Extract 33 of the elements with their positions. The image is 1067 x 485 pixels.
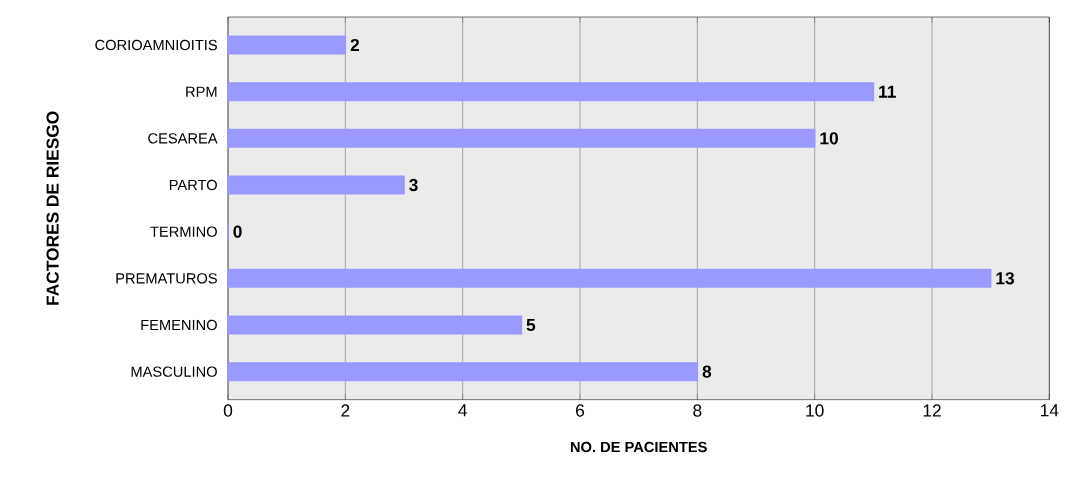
bar	[227, 128, 816, 148]
bar	[227, 268, 992, 288]
y-tick-label: CORIOAMNIOITIS	[95, 39, 217, 51]
bar	[227, 362, 699, 382]
data-label: 11	[879, 85, 896, 98]
bar	[227, 82, 875, 102]
y-tick-label: RPM	[186, 86, 217, 97]
y-tick-label: TERMINO	[150, 226, 217, 237]
y-axis-title: FACTORES DE RIESGO	[46, 111, 59, 305]
bar	[227, 175, 405, 195]
x-tick-label: 12	[923, 404, 941, 417]
data-label: 0	[233, 225, 242, 238]
y-tick-label: PREMATUROS	[116, 273, 217, 284]
y-tick-label: PARTO	[169, 179, 217, 191]
y-tick-label: CESAREA	[148, 133, 218, 144]
data-label: 8	[702, 365, 712, 378]
data-label: 10	[820, 132, 838, 145]
x-tick-label: 2	[341, 404, 350, 417]
y-tick-label: MASCULINO	[131, 366, 217, 377]
y-tick-label: FEMENINO	[141, 319, 217, 331]
data-label: 3	[409, 178, 418, 192]
bar	[227, 35, 347, 55]
x-axis-title: NO. DE PACIENTES	[570, 441, 707, 453]
x-tick-label: 14	[1041, 404, 1059, 417]
bar	[227, 315, 523, 335]
x-tick-label: 10	[806, 404, 824, 417]
x-tick-label: 0	[223, 404, 233, 417]
data-label: 2	[350, 38, 359, 52]
x-tick-label: 6	[576, 404, 585, 417]
data-label: 5	[526, 318, 536, 332]
data-label: 13	[996, 272, 1015, 285]
x-tick-label: 8	[693, 404, 702, 417]
x-tick-label: 4	[458, 404, 467, 417]
